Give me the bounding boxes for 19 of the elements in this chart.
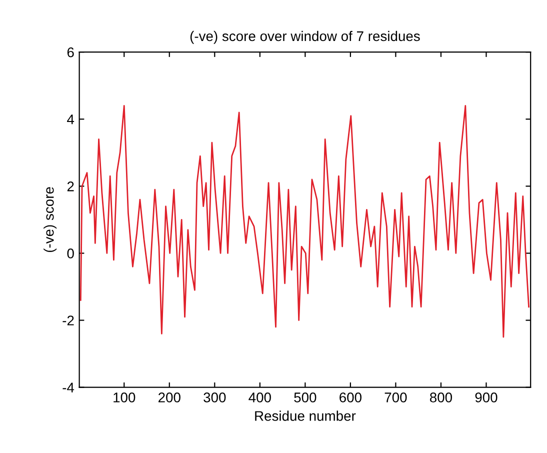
line-series: [80, 105, 530, 338]
y-tick-label: -4: [62, 382, 74, 392]
y-tick-label: 0: [67, 248, 74, 258]
chart-title: (-ve) score over window of 7 residues: [190, 30, 420, 44]
y-axis-title: (-ve) score: [44, 187, 57, 252]
x-tick-label: 600: [340, 392, 362, 402]
x-tick-label: 300: [204, 392, 226, 402]
x-tick-label: 900: [475, 392, 498, 402]
x-tick-label: 500: [294, 392, 316, 402]
x-tick-label: 800: [430, 392, 452, 402]
x-axis-title: Residue number: [255, 410, 356, 421]
x-tick-label: 100: [114, 392, 136, 402]
x-tick-label: 400: [248, 392, 271, 402]
y-tick-label: 6: [67, 47, 74, 58]
y-tick-label: 4: [67, 114, 74, 124]
y-tick-label: 2: [67, 182, 74, 192]
x-tick-label: 200: [158, 392, 180, 402]
x-tick-label: 700: [384, 392, 407, 402]
y-tick-label: -2: [62, 316, 74, 326]
